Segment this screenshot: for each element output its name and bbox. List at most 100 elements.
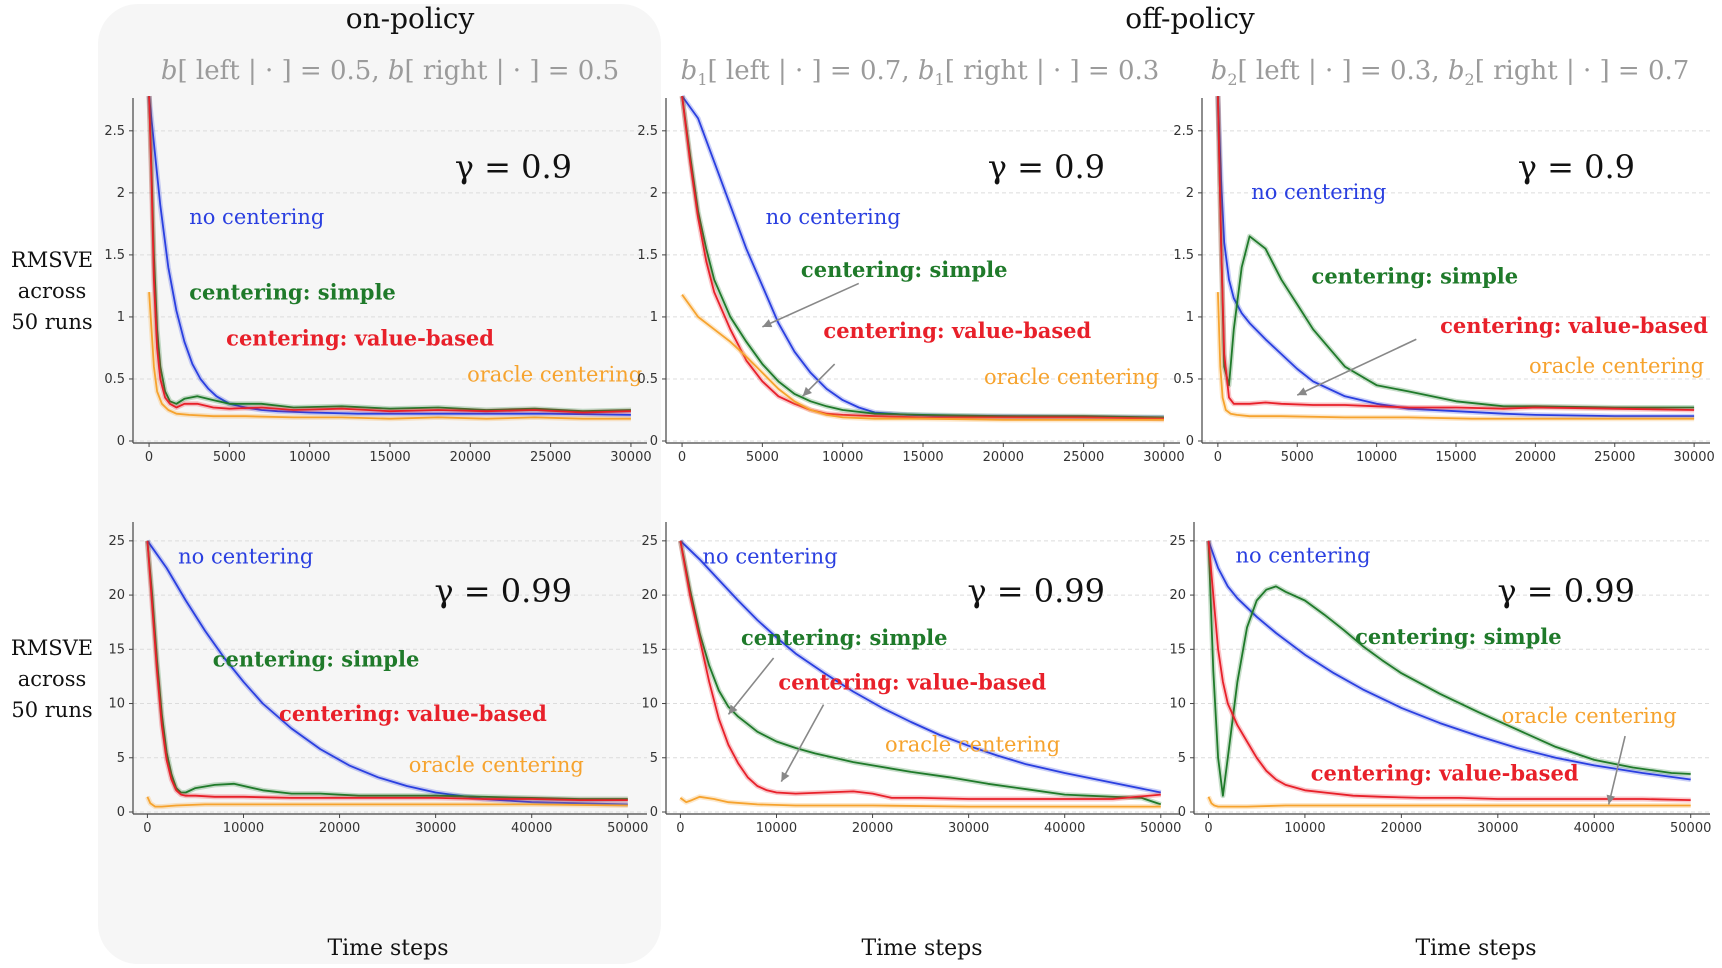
x-tick-label: 25000	[530, 450, 571, 465]
annotation-label: no centering	[178, 545, 313, 569]
x-tick-label: 20000	[450, 450, 491, 465]
y-tick-label: 0	[650, 805, 658, 820]
y-label-line: 50 runs	[11, 310, 93, 334]
x-tick-label: 50000	[1140, 821, 1181, 836]
x-tick-label: 20000	[852, 821, 893, 836]
x-axis-label-col1: Time steps	[327, 936, 449, 961]
annotation-arrow	[1607, 735, 1626, 805]
x-tick-label: 20000	[1381, 821, 1422, 836]
y-tick-label: 0	[117, 434, 125, 449]
y-tick-label: 0.5	[637, 372, 658, 387]
x-tick-label: 0	[143, 821, 151, 836]
annotation-label: centering: simple	[801, 257, 1008, 282]
x-tick-label: 15000	[1435, 450, 1476, 465]
gamma-label: γ = 0.99	[1497, 572, 1635, 610]
annotation-arrowhead	[1606, 794, 1616, 805]
x-tick-label: 30000	[1673, 450, 1714, 465]
y-tick-label: 1.5	[1173, 248, 1194, 263]
annotation-label: centering: simple	[189, 280, 396, 305]
y-tick-label: 2	[650, 186, 658, 201]
series-line	[681, 95, 1164, 419]
x-tick-label: 25000	[1594, 450, 1635, 465]
annotation-arrow	[762, 282, 860, 328]
subtitle-right: [ right | · ] = 0.7	[1474, 56, 1690, 86]
y-tick-label: 15	[108, 642, 125, 657]
panel-2: 0 0.5 1 1.5 2 2.5 0 5000 10000 15000 20000 25000 300…	[1173, 96, 1715, 465]
x-tick-label: 5000	[213, 450, 246, 465]
x-axis-label-col3: Time steps	[1415, 936, 1537, 961]
subtitle-on-policy: b[ left | · ] = 0.5, b[ right | · ] = 0.…	[130, 56, 650, 89]
panel-5: 0 5 10 15 20 25 0 10000 20000 30000 40000 50000 no c…	[1169, 522, 1711, 836]
annotation-label: no centering	[703, 545, 838, 569]
y-tick-label: 20	[108, 588, 125, 603]
subtitle-b: b	[680, 56, 698, 86]
subtitle-left: [ left | · ] = 0.5,	[177, 56, 388, 86]
x-tick-label: 15000	[369, 450, 410, 465]
annotation-label: oracle centering	[409, 753, 584, 777]
subtitle-index: 2	[1464, 70, 1475, 90]
y-tick-label: 25	[1169, 534, 1186, 549]
subtitle-index: 1	[697, 70, 708, 90]
x-tick-label: 15000	[902, 450, 943, 465]
annotation-arrowhead	[781, 771, 790, 782]
y-tick-label: 2.5	[637, 124, 658, 139]
subtitle-b: b	[387, 56, 405, 86]
series-line	[1207, 540, 1691, 801]
y-tick-label: 1	[117, 310, 125, 325]
annotation-label: oracle centering	[1502, 704, 1677, 728]
annotation-label: no centering	[1235, 544, 1370, 568]
y-tick-label: 25	[641, 534, 658, 549]
y-label-line: across	[17, 279, 87, 303]
series-line	[1217, 96, 1695, 418]
series-line	[679, 795, 1161, 808]
annotation-label: no centering	[189, 205, 324, 229]
on-policy-header: on-policy	[345, 2, 475, 35]
series-line	[679, 540, 1162, 806]
y-tick-label: 10	[108, 697, 125, 712]
x-tick-label: 30000	[610, 450, 651, 465]
x-tick-label: 10000	[756, 821, 797, 836]
y-tick-label: 10	[641, 697, 658, 712]
gamma-label: γ = 0.99	[434, 572, 572, 610]
x-tick-label: 5000	[746, 450, 779, 465]
annotation-arrowhead	[762, 319, 773, 328]
subtitle-left: [ left | · ] = 0.3,	[1237, 56, 1448, 86]
series-line	[1217, 292, 1695, 420]
y-tick-label: 15	[1169, 642, 1186, 657]
x-tick-label: 10000	[822, 450, 863, 465]
y-tick-label: 5	[650, 751, 658, 766]
y-tick-label: 20	[641, 588, 658, 603]
panel-0: 0 0.5 1 1.5 2 2.5 0 5000 10000 15000 20000 25000 300…	[104, 95, 652, 465]
gamma-label: γ = 0.9	[988, 148, 1105, 186]
x-tick-label: 40000	[1044, 821, 1085, 836]
y-tick-label: 15	[641, 642, 658, 657]
annotation-label: no centering	[766, 205, 901, 229]
x-tick-label: 5000	[1281, 450, 1314, 465]
annotation-label: oracle centering	[885, 732, 1060, 756]
y-label-line: RMSVE	[10, 636, 94, 660]
subtitle-b: b	[160, 56, 178, 86]
panel-1: 0 0.5 1 1.5 2 2.5 0 5000 10000 15000 20000 25000 300…	[637, 94, 1185, 465]
series-band	[680, 293, 1164, 423]
annotation-arrow	[780, 704, 825, 783]
x-tick-label: 30000	[415, 821, 456, 836]
series-line	[679, 540, 1161, 800]
gamma-label: γ = 0.9	[1518, 148, 1635, 186]
subtitle-index: 1	[934, 70, 945, 90]
annotation-label: centering: value-based	[778, 669, 1046, 694]
annotation-label: centering: simple	[741, 625, 948, 650]
series-line	[1217, 96, 1695, 409]
y-tick-label: 2	[117, 186, 125, 201]
series-line	[146, 540, 628, 806]
y-axis-label-bottom: RMSVE across 50 runs	[4, 633, 100, 726]
x-tick-label: 30000	[1143, 450, 1184, 465]
y-label-line: 50 runs	[11, 698, 93, 722]
panel-3: 0 5 10 15 20 25 0 10000 20000 30000 40000 50000 no c…	[108, 522, 648, 836]
series-line	[148, 96, 631, 416]
subtitle-b: b	[1447, 56, 1465, 86]
series-line	[146, 796, 628, 808]
x-tick-label: 10000	[1284, 821, 1325, 836]
subtitle-index: 2	[1227, 70, 1238, 90]
subtitle-off-policy-2: b2[ left | · ] = 0.3, b2[ right | · ] = …	[1190, 56, 1710, 89]
subtitle-b: b	[1210, 56, 1228, 86]
